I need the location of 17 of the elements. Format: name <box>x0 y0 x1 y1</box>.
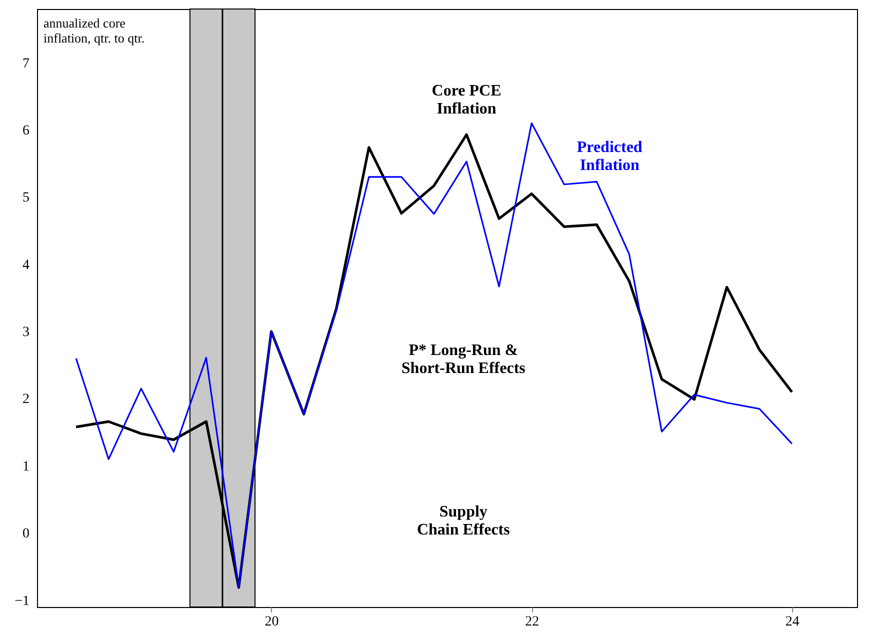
y-tick-label: 5 <box>22 190 30 206</box>
y-tick-label: 2 <box>22 392 30 408</box>
y-tick-label: 7 <box>22 56 30 72</box>
y-tick-label: 1 <box>22 459 30 474</box>
y-axis-title: annualized core inflation, qtr. to qtr. <box>44 16 145 46</box>
y-tick-label: 4 <box>22 258 30 273</box>
y-tick-label: 0 <box>22 526 30 542</box>
y-tick-label: 6 <box>22 123 30 138</box>
y-tick-label: −1 <box>14 594 30 609</box>
annotation: Supply Chain Effects <box>416 503 510 538</box>
text: Core PCE Inflation <box>432 82 502 118</box>
x-tick-label: 24 <box>785 614 800 630</box>
series-label: Predicted Inflation <box>576 139 642 174</box>
y-tick-label: 3 <box>22 325 30 340</box>
x-tick-label: 22 <box>525 614 540 630</box>
annotation: P* Long-Run & Short-Run Effects <box>401 342 526 377</box>
x-tick-label: 20 <box>264 614 279 630</box>
